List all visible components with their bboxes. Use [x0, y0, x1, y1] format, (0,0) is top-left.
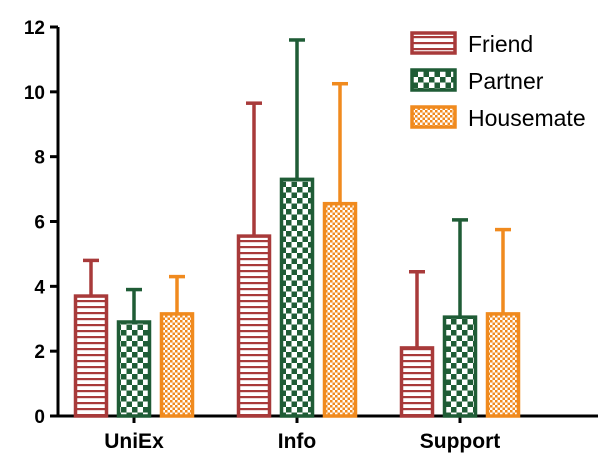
- bar-housemate-info: [322, 201, 358, 418]
- y-tick-label: 6: [34, 213, 45, 234]
- y-tick-label: 2: [34, 342, 45, 363]
- legend-label-friend: Friend: [468, 31, 533, 57]
- bar-friend-uniex: [73, 294, 109, 418]
- bar-housemate-support: [485, 312, 521, 418]
- bar-partner-support: [442, 315, 478, 418]
- bar-partner-info: [279, 177, 315, 418]
- x-category-label: Info: [278, 430, 316, 453]
- bar-friend-support: [399, 346, 435, 418]
- y-tick-label: 12: [24, 18, 45, 39]
- legend-swatch-partner: [410, 68, 457, 92]
- y-tick-label: 8: [34, 148, 45, 169]
- x-category-label: UniEx: [104, 430, 164, 453]
- bar-partner-uniex: [116, 320, 152, 418]
- bar-friend-info: [236, 234, 272, 418]
- legend-label-partner: Partner: [468, 68, 544, 94]
- bar-housemate-uniex: [159, 312, 195, 418]
- legend-swatch-friend: [410, 31, 457, 55]
- y-tick-label: 10: [24, 83, 45, 104]
- y-tick-label: 0: [34, 407, 45, 428]
- y-tick-label: 4: [34, 277, 45, 298]
- x-category-label: Support: [420, 430, 500, 453]
- legend-label-housemate: Housemate: [468, 105, 586, 131]
- legend-swatch-housemate: [410, 105, 457, 129]
- bars: [73, 38, 521, 418]
- legend: Friend Partner Housemate: [410, 31, 586, 131]
